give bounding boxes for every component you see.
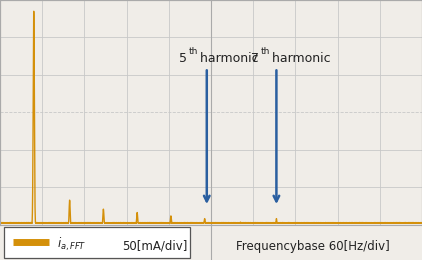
Text: 5: 5 (179, 52, 187, 65)
Text: 50[mA/div]: 50[mA/div] (122, 240, 188, 253)
Text: $i_{a,FFT}$: $i_{a,FFT}$ (57, 236, 87, 253)
Text: th: th (260, 47, 270, 56)
FancyBboxPatch shape (4, 227, 190, 258)
Text: harmonic: harmonic (196, 52, 259, 65)
Text: 7: 7 (251, 52, 259, 65)
Text: th: th (189, 47, 198, 56)
Text: Frequencybase 60[Hz/div]: Frequencybase 60[Hz/div] (236, 240, 390, 253)
Text: harmonic: harmonic (268, 52, 330, 65)
